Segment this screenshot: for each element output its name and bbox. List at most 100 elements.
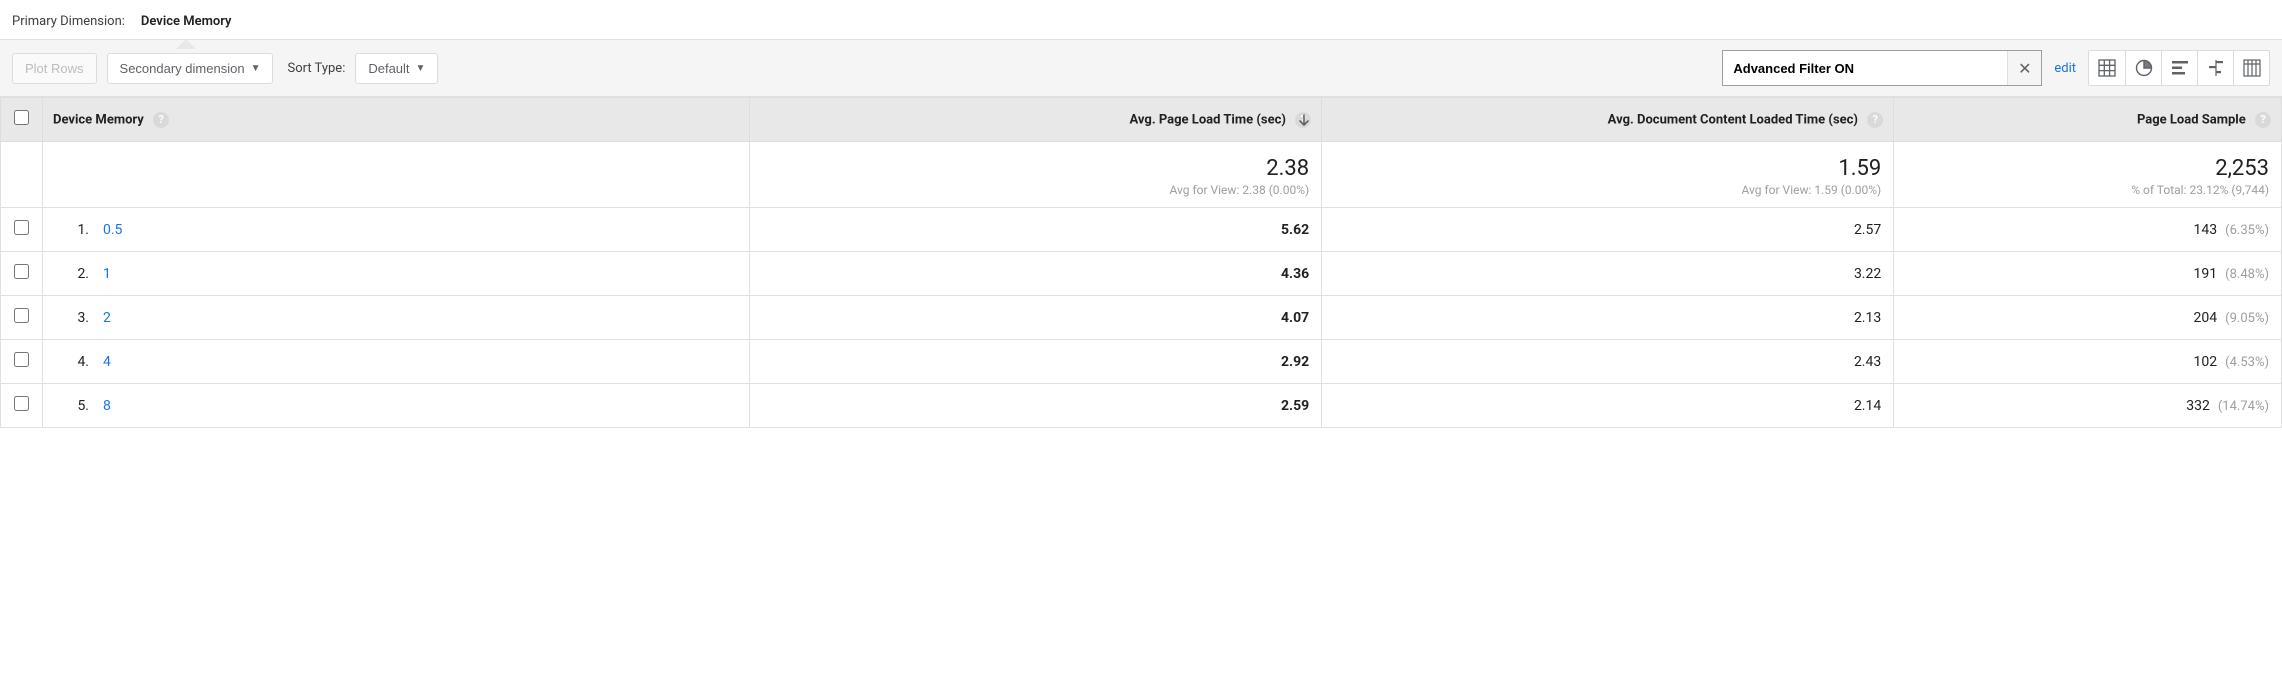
row-m3: 204(9.05%): [1894, 296, 2282, 340]
view-percentage-icon[interactable]: [2125, 51, 2161, 85]
summary-blank: [43, 142, 750, 208]
column-header-dimension[interactable]: Device Memory ?: [43, 98, 750, 142]
secondary-dimension-label: Secondary dimension: [120, 61, 245, 76]
sort-type-value: Default: [368, 61, 409, 76]
help-icon[interactable]: ?: [2255, 112, 2271, 128]
row-m1: 2.59: [750, 384, 1322, 428]
column-header-label: Device Memory: [53, 112, 144, 127]
summary-value: 2,253: [1906, 156, 2269, 181]
select-all-checkbox[interactable]: [14, 110, 29, 125]
row-index: 4.: [67, 354, 89, 370]
row-checkbox[interactable]: [14, 308, 29, 323]
table-row: 3.24.072.13204(9.05%): [1, 296, 2282, 340]
table-row: 2.14.363.22191(8.48%): [1, 252, 2282, 296]
row-checkbox[interactable]: [14, 396, 29, 411]
row-index: 5.: [67, 398, 89, 414]
row-m3: 143(6.35%): [1894, 208, 2282, 252]
row-m3-pct: (14.74%): [2218, 399, 2269, 414]
primary-dimension-label: Primary Dimension:: [12, 14, 125, 29]
row-index: 3.: [67, 310, 89, 326]
sort-descending-icon: [1297, 113, 1311, 127]
view-switcher: [2088, 50, 2270, 86]
row-m3: 191(8.48%): [1894, 252, 2282, 296]
row-checkbox-cell[interactable]: [1, 208, 43, 252]
row-checkbox-cell[interactable]: [1, 340, 43, 384]
column-header-m3[interactable]: Page Load Sample ?: [1894, 98, 2282, 142]
row-dimension-cell: 1. 0.5: [43, 208, 750, 252]
close-icon: ✕: [2018, 59, 2031, 78]
column-header-m2[interactable]: Avg. Document Content Loaded Time (sec) …: [1322, 98, 1894, 142]
help-icon[interactable]: ?: [1867, 112, 1883, 128]
advanced-filter-box: ✕: [1722, 50, 2042, 86]
clear-filter-button[interactable]: ✕: [2007, 51, 2041, 85]
chevron-down-icon: ▼: [251, 63, 261, 74]
column-header-m1[interactable]: Avg. Page Load Time (sec) ?: [750, 98, 1322, 142]
dimension-link[interactable]: 1: [103, 266, 111, 282]
row-m3: 332(14.74%): [1894, 384, 2282, 428]
dimension-link[interactable]: 0.5: [103, 222, 122, 238]
summary-value: 2.38: [762, 156, 1309, 181]
row-m2: 2.43: [1322, 340, 1894, 384]
summary-subtext: Avg for View: 2.38 (0.00%): [762, 183, 1309, 197]
help-icon[interactable]: ?: [153, 112, 169, 128]
row-checkbox-cell[interactable]: [1, 384, 43, 428]
summary-m3: 2,253 % of Total: 23.12% (9,744): [1894, 142, 2282, 208]
summary-blank: [1, 142, 43, 208]
row-checkbox-cell[interactable]: [1, 296, 43, 340]
row-m1: 2.92: [750, 340, 1322, 384]
select-all-header[interactable]: [1, 98, 43, 142]
row-m2: 2.13: [1322, 296, 1894, 340]
row-checkbox[interactable]: [14, 220, 29, 235]
view-comparison-icon[interactable]: [2197, 51, 2233, 85]
sort-type-label: Sort Type:: [287, 61, 345, 76]
table-row: 4.42.922.43102(4.53%): [1, 340, 2282, 384]
view-performance-icon[interactable]: [2161, 51, 2197, 85]
plot-rows-button[interactable]: Plot Rows: [12, 53, 97, 84]
advanced-filter-input[interactable]: [1723, 53, 2007, 84]
row-m3-pct: (4.53%): [2225, 355, 2269, 370]
summary-row: 2.38 Avg for View: 2.38 (0.00%) 1.59 Avg…: [1, 142, 2282, 208]
data-table: Device Memory ? Avg. Page Load Time (sec…: [0, 97, 2282, 428]
row-m1: 4.36: [750, 252, 1322, 296]
view-pivot-icon[interactable]: [2233, 51, 2269, 85]
row-index: 2.: [67, 266, 89, 282]
edit-filter-link[interactable]: edit: [2054, 61, 2076, 76]
row-m3-pct: (9.05%): [2225, 311, 2269, 326]
row-index: 1.: [67, 222, 89, 238]
row-dimension-cell: 2.1: [43, 252, 750, 296]
summary-m2: 1.59 Avg for View: 1.59 (0.00%): [1322, 142, 1894, 208]
sort-type-dropdown[interactable]: Default ▼: [355, 53, 438, 84]
dimension-link[interactable]: 8: [103, 398, 111, 414]
chevron-down-icon: ▼: [416, 63, 426, 74]
secondary-dimension-dropdown[interactable]: Secondary dimension ▼: [107, 53, 274, 84]
row-m1: 4.07: [750, 296, 1322, 340]
row-checkbox[interactable]: [14, 352, 29, 367]
column-header-label: Page Load Sample: [2137, 112, 2246, 127]
row-m3-pct: (8.48%): [2225, 267, 2269, 282]
summary-subtext: % of Total: 23.12% (9,744): [1906, 183, 2269, 197]
summary-value: 1.59: [1334, 156, 1881, 181]
primary-dimension-tab[interactable]: Device Memory: [137, 8, 236, 35]
table-row: 1. 0.5 5.622.57143(6.35%): [1, 208, 2282, 252]
row-dimension-cell: 4.4: [43, 340, 750, 384]
toolbar: Plot Rows Secondary dimension ▼ Sort Typ…: [0, 39, 2282, 97]
row-checkbox[interactable]: [14, 264, 29, 279]
row-m3-pct: (6.35%): [2225, 223, 2269, 238]
row-checkbox-cell[interactable]: [1, 252, 43, 296]
row-dimension-cell: 3.2: [43, 296, 750, 340]
summary-m1: 2.38 Avg for View: 2.38 (0.00%): [750, 142, 1322, 208]
summary-subtext: Avg for View: 1.59 (0.00%): [1334, 183, 1881, 197]
dimension-link[interactable]: 4: [103, 354, 111, 370]
row-dimension-cell: 5.8: [43, 384, 750, 428]
row-m1: 5.62: [750, 208, 1322, 252]
row-m2: 3.22: [1322, 252, 1894, 296]
column-header-label: Avg. Page Load Time (sec): [1130, 112, 1286, 127]
table-row: 5.82.592.14332(14.74%): [1, 384, 2282, 428]
primary-dimension-bar: Primary Dimension: Device Memory: [0, 0, 2282, 35]
view-data-table-icon[interactable]: [2089, 51, 2125, 85]
column-header-label: Avg. Document Content Loaded Time (sec): [1608, 112, 1858, 127]
row-m3: 102(4.53%): [1894, 340, 2282, 384]
row-m2: 2.14: [1322, 384, 1894, 428]
dimension-link[interactable]: 2: [103, 310, 111, 326]
row-m2: 2.57: [1322, 208, 1894, 252]
